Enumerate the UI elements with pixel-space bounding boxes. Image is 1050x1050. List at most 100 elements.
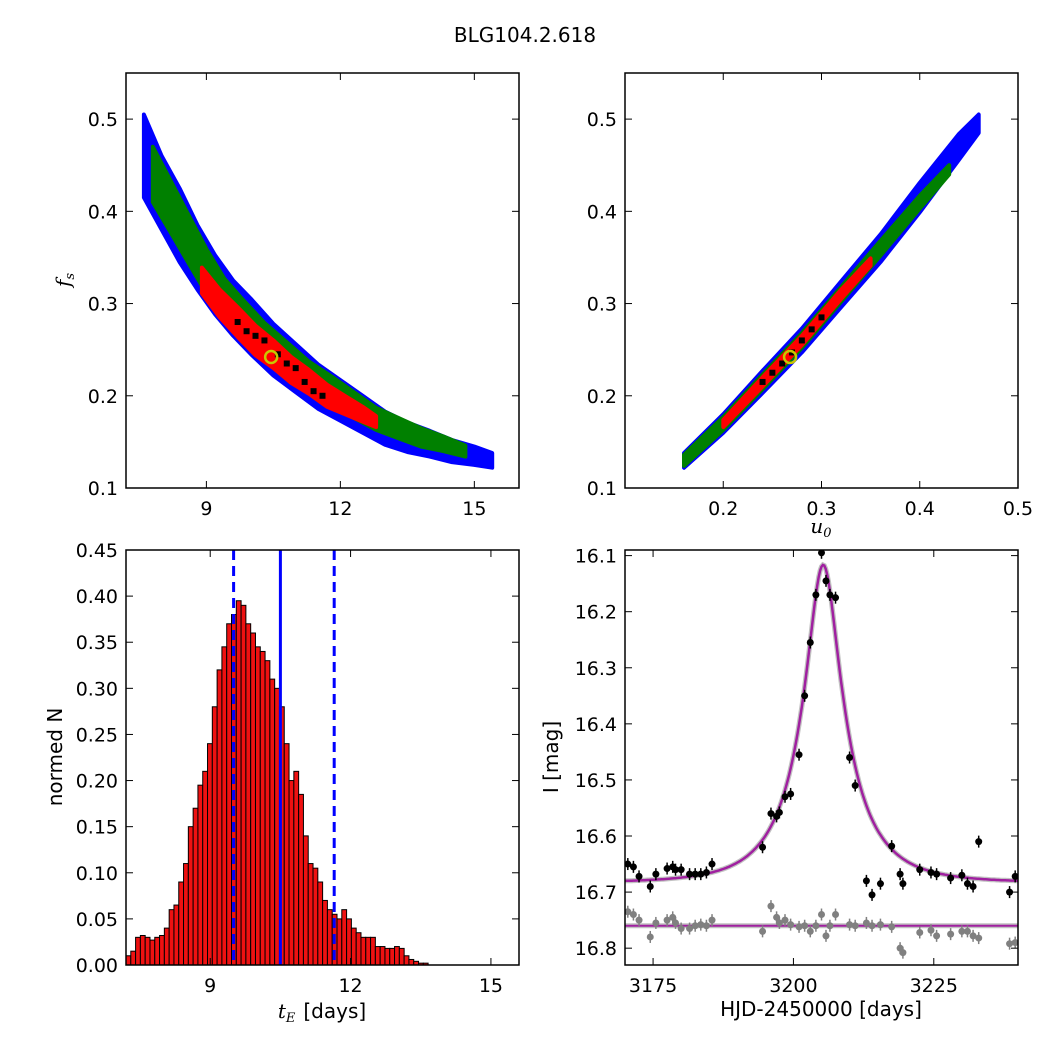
lightcurve-point (868, 891, 876, 899)
histogram-bar (389, 947, 396, 966)
histogram-bar (178, 881, 185, 966)
histogram-bar (341, 909, 348, 966)
lightcurve-point (625, 860, 632, 868)
histogram-bar (130, 950, 137, 966)
histogram-bar (173, 904, 180, 966)
lightcurve-point (635, 916, 643, 924)
lightcurve-point (775, 808, 783, 816)
lightcurve-point (888, 923, 896, 931)
lightcurve-point (787, 921, 795, 929)
u0-fs-ytick-label: 0.4 (587, 201, 617, 223)
lightcurve-point (781, 793, 789, 801)
lightcurve-point (832, 911, 840, 919)
histogram-bar (216, 669, 223, 966)
histogram-bar (370, 936, 376, 966)
histogram-bar (307, 863, 314, 966)
histogram-bar (312, 867, 319, 966)
histogram-bar (168, 909, 175, 966)
u0-fs-dense-cell (779, 360, 786, 367)
lightcurve-point (806, 927, 814, 935)
histogram-ytick-label: 0.45 (76, 540, 118, 562)
histogram-bar (302, 835, 309, 966)
lightcurve-point (702, 868, 710, 876)
panel-te-fs: 9 12 15 0.1 0.2 0.3 0.4 0.5 fs (51, 72, 520, 520)
u0-fs-ytick-label: 0.3 (587, 294, 617, 316)
lightcurve-point (818, 911, 825, 919)
histogram-bar (355, 932, 362, 966)
histogram-bar (163, 927, 170, 966)
lightcurve-point (686, 870, 694, 878)
lightcurve-point (916, 866, 924, 874)
histogram-ytick-label: 0.20 (76, 771, 118, 793)
histogram-xtick-label: 12 (338, 975, 362, 997)
te-fs-contour-level2 (150, 144, 468, 459)
lightcurve-point (708, 916, 716, 924)
lightcurve-point (862, 919, 870, 927)
u0-fs-xtick-label: 0.3 (806, 498, 836, 520)
histogram-ytick-label: 0.30 (76, 678, 118, 700)
te-fs-xtick-label: 15 (462, 498, 486, 520)
histogram-bar (259, 650, 266, 966)
lightcurve-point (851, 782, 859, 790)
lightcurve-point (947, 874, 955, 882)
lightcurve-point (697, 870, 705, 878)
lightcurve-point (899, 880, 907, 888)
lightcurve-point (876, 921, 884, 929)
histogram-bar (293, 770, 300, 966)
histogram-bar (379, 946, 386, 966)
u0-fs-xtick-label: 0.2 (708, 498, 738, 520)
lightcurve-point (927, 868, 935, 876)
te-fs-ytick-label: 0.1 (88, 478, 118, 500)
lightcurve-point (775, 919, 783, 927)
lightcurve-point (846, 754, 854, 761)
lightcurve-point (759, 843, 767, 851)
lightcurve-point (691, 922, 699, 930)
lightcurve-point (801, 692, 809, 700)
histogram-bar (269, 678, 276, 966)
histogram-bar (250, 632, 256, 966)
lightcurve-ytick-label: 16.8 (575, 938, 617, 960)
lightcurve-point (818, 550, 825, 557)
u0-fs-xtick-label: 0.4 (905, 498, 935, 520)
lightcurve-point (927, 926, 935, 934)
histogram-bar (202, 770, 209, 966)
te-fs-dense-cell (243, 328, 250, 335)
histogram-bar (298, 793, 304, 966)
lightcurve-point (773, 913, 781, 921)
u0-fs-ticks: 0.2 0.3 0.4 0.5 0.1 0.2 0.3 0.4 0.5 (587, 73, 1033, 520)
lightcurve-ylabel: I [mag] (539, 721, 563, 793)
lightcurve-point (652, 919, 660, 927)
lightcurve-point (806, 639, 814, 647)
lightcurve-xtick-label: 3200 (769, 975, 817, 997)
te-fs-xtick-label: 12 (328, 498, 352, 520)
histogram-ytick-label: 0.05 (76, 909, 118, 931)
lightcurve-ytick-label: 16.2 (575, 602, 617, 624)
u0-fs-dense-cell (759, 378, 766, 385)
histogram-bar (139, 934, 146, 966)
histogram-bar (221, 646, 228, 966)
lightcurve-point (646, 882, 654, 890)
model-curve-band (625, 561, 1018, 884)
lightcurve-point (795, 751, 803, 759)
lightcurve-point (812, 922, 820, 930)
lightcurve-point (846, 921, 854, 929)
u0-fs-plot-area (682, 112, 981, 470)
lightcurve-point (759, 927, 767, 935)
lightcurve-point (646, 933, 654, 941)
te-fs-ticks: 9 12 15 0.1 0.2 0.3 0.4 0.5 (88, 73, 519, 520)
lightcurve-point (669, 913, 677, 921)
lightcurve-point (822, 577, 830, 585)
u0-fs-dense-cell (818, 314, 825, 321)
panel-u0-fs: 0.2 0.3 0.4 0.5 0.1 0.2 0.3 0.4 0.5 u0 (587, 72, 1033, 541)
histogram-ytick-label: 0.35 (76, 632, 118, 654)
u0-fs-ytick-label: 0.5 (587, 109, 617, 131)
u0-fs-dense-cell (769, 369, 776, 376)
lightcurve-point (1011, 939, 1018, 947)
lightcurve-point (652, 870, 660, 878)
histogram-bar (211, 706, 218, 966)
panel-lightcurve: 3175 3200 3225 16.1 16.2 16.3 16.4 16.5 16.6 16.7… (539, 546, 1019, 1021)
lightcurve-point (697, 921, 705, 929)
histogram-bar (350, 927, 357, 966)
lightcurve-xlabel: HJD-2450000 [days] (720, 997, 922, 1021)
